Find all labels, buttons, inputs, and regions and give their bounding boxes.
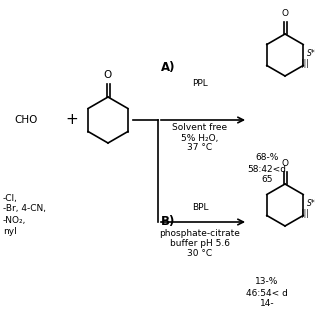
Text: B): B): [161, 215, 175, 228]
Text: nyl: nyl: [3, 227, 17, 236]
Text: 30 °C: 30 °C: [188, 249, 212, 258]
Text: CHO: CHO: [14, 115, 37, 125]
Text: O: O: [282, 159, 289, 168]
Text: O: O: [104, 70, 112, 80]
Text: 13-%: 13-%: [255, 277, 279, 286]
Text: 46:54< d: 46:54< d: [246, 289, 288, 298]
Text: -NO₂,: -NO₂,: [3, 215, 26, 225]
Text: S*: S*: [307, 198, 316, 207]
Text: 68-%: 68-%: [255, 154, 279, 163]
Text: PPL: PPL: [192, 78, 208, 87]
Text: |||: |||: [301, 59, 309, 68]
Text: 5% H₂O,: 5% H₂O,: [181, 133, 219, 142]
Text: A): A): [161, 61, 175, 75]
Text: |||: |||: [301, 209, 309, 218]
Text: 65: 65: [261, 175, 273, 185]
Text: phosphate-citrate: phosphate-citrate: [160, 228, 240, 237]
Text: -Cl,: -Cl,: [3, 194, 18, 203]
Text: 14-: 14-: [260, 300, 274, 308]
Text: O: O: [282, 9, 289, 18]
Text: BPL: BPL: [192, 203, 208, 212]
Text: Solvent free: Solvent free: [172, 124, 228, 132]
Text: +: +: [66, 113, 78, 127]
Text: buffer pH 5.6: buffer pH 5.6: [170, 238, 230, 247]
Text: S*: S*: [307, 49, 316, 58]
Text: -Br, 4-CN,: -Br, 4-CN,: [3, 204, 46, 213]
Text: 58:42<d: 58:42<d: [247, 164, 286, 173]
Text: 37 °C: 37 °C: [188, 143, 212, 153]
